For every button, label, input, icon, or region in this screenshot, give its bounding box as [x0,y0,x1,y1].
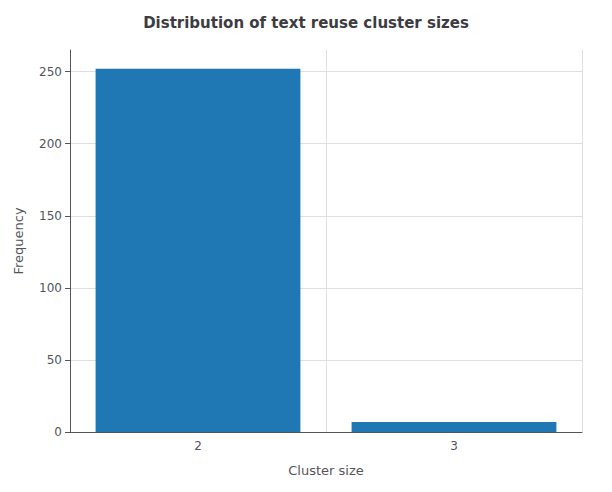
svg-text:150: 150 [39,209,62,223]
svg-text:2: 2 [194,439,202,453]
svg-text:Cluster size: Cluster size [288,463,363,478]
svg-text:Frequency: Frequency [11,207,26,274]
svg-text:100: 100 [39,281,62,295]
svg-text:250: 250 [39,65,62,79]
svg-text:50: 50 [47,353,62,367]
svg-text:3: 3 [450,439,458,453]
svg-text:0: 0 [54,425,62,439]
svg-text:200: 200 [39,137,62,151]
svg-text:Distribution of text reuse clu: Distribution of text reuse cluster sizes [143,14,469,32]
